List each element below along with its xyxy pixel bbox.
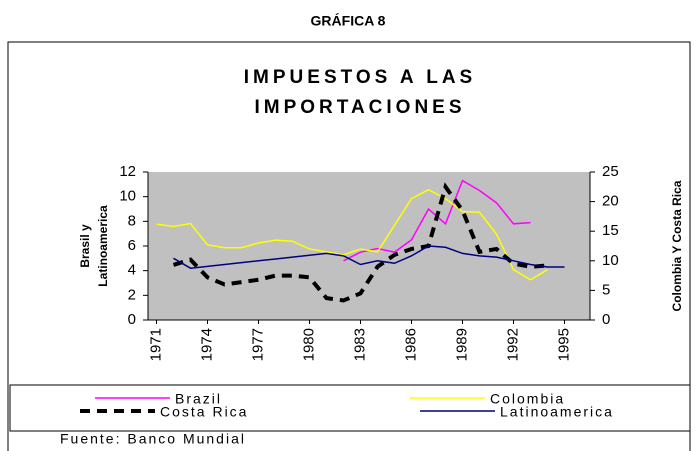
y2-tick-label: 5 [602, 281, 610, 298]
legend-box [9, 384, 691, 432]
x-tick-label: 1992 [504, 328, 521, 361]
y-axis-title: Brasil y [78, 224, 92, 268]
y-tick-label: 10 [119, 188, 136, 205]
y2-tick-label: 15 [602, 222, 619, 239]
frame [7, 41, 691, 451]
x-tick-label: 1995 [555, 328, 572, 361]
y2-tick-label: 10 [602, 252, 619, 269]
y2-tick-label: 0 [602, 311, 610, 328]
y-axis-title: Latinoamerica [96, 205, 110, 287]
y2-axis-title: Colombia Y Costa Rica [670, 180, 684, 311]
x-tick-label: 1974 [198, 328, 215, 361]
y-tick-label: 12 [119, 163, 136, 180]
x-tick-label: 1971 [147, 328, 164, 361]
chart-title: IMPUESTOS A LAS [244, 67, 476, 88]
y-tick-label: 2 [128, 286, 136, 303]
y-tick-label: 0 [128, 311, 136, 328]
chart-title: IMPORTACIONES [254, 97, 465, 118]
plot-area [148, 172, 590, 320]
series-line [156, 188, 548, 281]
x-tick-label: 1980 [300, 328, 317, 361]
series-line [173, 245, 565, 269]
legend-label: Colombia [490, 391, 565, 407]
legend-label: Latinoamerica [500, 404, 614, 420]
source: Fuente: Banco Mundial [60, 431, 246, 447]
x-tick-label: 1983 [351, 328, 368, 361]
legend-label: Costa Rica [160, 404, 248, 420]
x-tick-label: 1977 [249, 328, 266, 361]
x-tick-label: 1986 [402, 328, 419, 361]
y-tick-label: 4 [128, 262, 136, 279]
y-tick-label: 8 [128, 212, 136, 229]
legend-label: Brazil [175, 391, 222, 407]
y2-tick-label: 25 [602, 163, 619, 180]
figure-label: GRÁFICA 8 [311, 13, 386, 29]
y-tick-label: 6 [128, 237, 136, 254]
y2-tick-label: 20 [602, 193, 619, 210]
series-line [172, 182, 548, 303]
x-tick-label: 1989 [453, 328, 470, 361]
